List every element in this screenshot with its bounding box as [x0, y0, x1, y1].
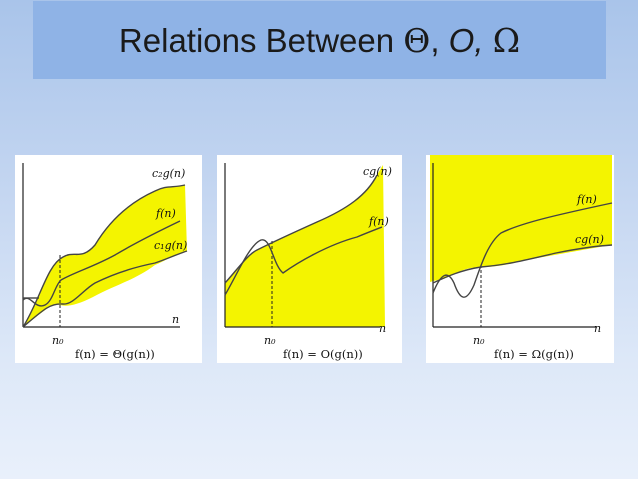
theta-f-label: f(n) [155, 207, 176, 220]
theta-graph-panel: c₂g(n) f(n) c₁g(n) n n₀ f(n) = Θ(g(n)) [15, 155, 202, 363]
omega-cg-curve [432, 244, 613, 284]
theta-caption: f(n) = Θ(g(n)) [75, 347, 155, 361]
big-o-graph-panel: cg(n) f(n) n n₀ f(n) = O(g(n)) [217, 155, 402, 363]
omega-n0-label: n₀ [473, 334, 485, 347]
omega-x-axis-label: n [594, 322, 601, 335]
omega-graph-panel: f(n) cg(n) n n₀ f(n) = Ω(g(n)) [426, 155, 614, 363]
theta-upper-bound-curve [22, 184, 186, 328]
big-o-caption: f(n) = O(g(n)) [283, 347, 363, 361]
big-o-highlight-region [225, 165, 385, 327]
theta-symbol: Θ [403, 20, 431, 60]
theta-f-curve [22, 220, 181, 307]
big-o-n0-label: n₀ [264, 334, 276, 347]
title-bar: Relations Between Θ, O, Ω [33, 1, 606, 79]
omega-caption: f(n) = Ω(g(n)) [494, 347, 574, 361]
omega-symbol: Ω [492, 20, 521, 60]
big-o-symbol: O, [448, 21, 484, 59]
theta-upper-bound-label: c₂g(n) [152, 167, 185, 180]
theta-x-axis-label: n [172, 313, 179, 326]
theta-lower-bound-label: c₁g(n) [154, 239, 187, 252]
omega-f-curve [432, 202, 613, 298]
title-prefix: Relations Between [118, 21, 404, 59]
omega-cg-label: cg(n) [575, 233, 604, 246]
title-sep-2 [484, 22, 493, 59]
theta-graph: c₂g(n) f(n) c₁g(n) n n₀ f(n) = Θ(g(n)) [22, 163, 188, 361]
theta-lower-bound-curve [22, 250, 188, 328]
theta-highlight-band [23, 185, 187, 327]
big-o-f-label: f(n) [368, 215, 389, 228]
big-o-f-curve [224, 226, 383, 296]
big-o-x-axis-label: n [379, 322, 386, 335]
theta-n0-label: n₀ [52, 334, 64, 347]
title-sep-1: , [430, 21, 449, 59]
big-o-cg-label: cg(n) [363, 165, 392, 178]
omega-f-label: f(n) [576, 193, 597, 206]
omega-graph: f(n) cg(n) n n₀ f(n) = Ω(g(n)) [430, 155, 613, 361]
slide-title: Relations Between Θ, O, Ω [119, 21, 520, 60]
omega-highlight-region [430, 155, 612, 282]
big-o-graph: cg(n) f(n) n n₀ f(n) = O(g(n)) [224, 163, 392, 361]
